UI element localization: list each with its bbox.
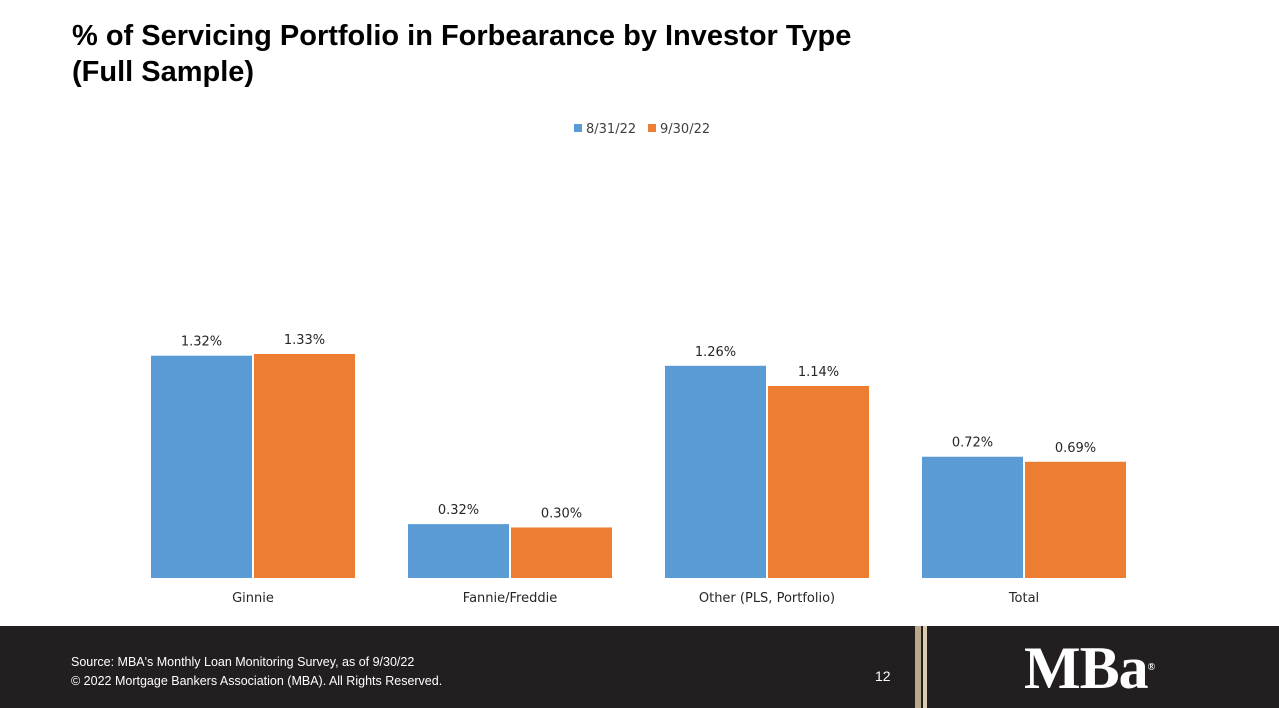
data-label-2-1: 1.14% bbox=[798, 365, 839, 380]
slide-title-line2: (Full Sample) bbox=[72, 56, 255, 88]
source-note: Source: MBA's Monthly Loan Monitoring Su… bbox=[71, 655, 415, 669]
bar-0-0 bbox=[151, 355, 252, 578]
copyright-note: © 2022 Mortgage Bankers Association (MBA… bbox=[71, 674, 443, 688]
category-label-3: Total bbox=[1008, 591, 1039, 606]
mba-logo-text: MBa bbox=[1024, 635, 1149, 701]
data-label-2-0: 1.26% bbox=[695, 345, 736, 360]
bar-1-1 bbox=[511, 527, 612, 578]
category-label-0: Ginnie bbox=[232, 591, 274, 606]
bar-chart: 8/31/22 9/30/22 1.32% 1.33% Ginnie 0.32% 0.30%… bbox=[151, 122, 1126, 606]
slide-title-line1: % of Servicing Portfolio in Forbearance … bbox=[72, 20, 852, 52]
footer-text: Source: MBA's Monthly Loan Monitoring Su… bbox=[71, 653, 442, 691]
bar-2-0 bbox=[665, 365, 766, 578]
registered-mark: ® bbox=[1147, 662, 1156, 673]
bar-0-1 bbox=[254, 354, 355, 578]
footer-divider-accent bbox=[923, 626, 927, 708]
data-label-1-1: 0.30% bbox=[541, 506, 582, 521]
footer-divider bbox=[915, 626, 921, 708]
data-label-0-0: 1.32% bbox=[181, 335, 222, 350]
data-label-0-1: 1.33% bbox=[284, 333, 325, 348]
data-label-3-0: 0.72% bbox=[952, 436, 993, 451]
bar-3-1 bbox=[1025, 461, 1126, 578]
legend-swatch-1 bbox=[648, 124, 656, 132]
legend-label-1: 9/30/22 bbox=[660, 122, 710, 137]
legend-swatch-0 bbox=[574, 124, 582, 132]
category-label-2: Other (PLS, Portfolio) bbox=[699, 591, 835, 606]
bar-3-0 bbox=[922, 456, 1023, 578]
bar-1-0 bbox=[408, 524, 509, 578]
category-label-1: Fannie/Freddie bbox=[463, 591, 557, 606]
slide-title: % of Servicing Portfolio in Forbearance … bbox=[72, 18, 972, 90]
legend-label-0: 8/31/22 bbox=[586, 122, 636, 137]
bar-2-1 bbox=[768, 386, 869, 578]
data-label-3-1: 0.69% bbox=[1055, 441, 1096, 456]
page-number: 12 bbox=[875, 668, 891, 684]
footer: Source: MBA's Monthly Loan Monitoring Su… bbox=[0, 626, 1279, 708]
data-label-1-0: 0.32% bbox=[438, 503, 479, 518]
mba-logo: MBa® bbox=[1024, 638, 1155, 698]
